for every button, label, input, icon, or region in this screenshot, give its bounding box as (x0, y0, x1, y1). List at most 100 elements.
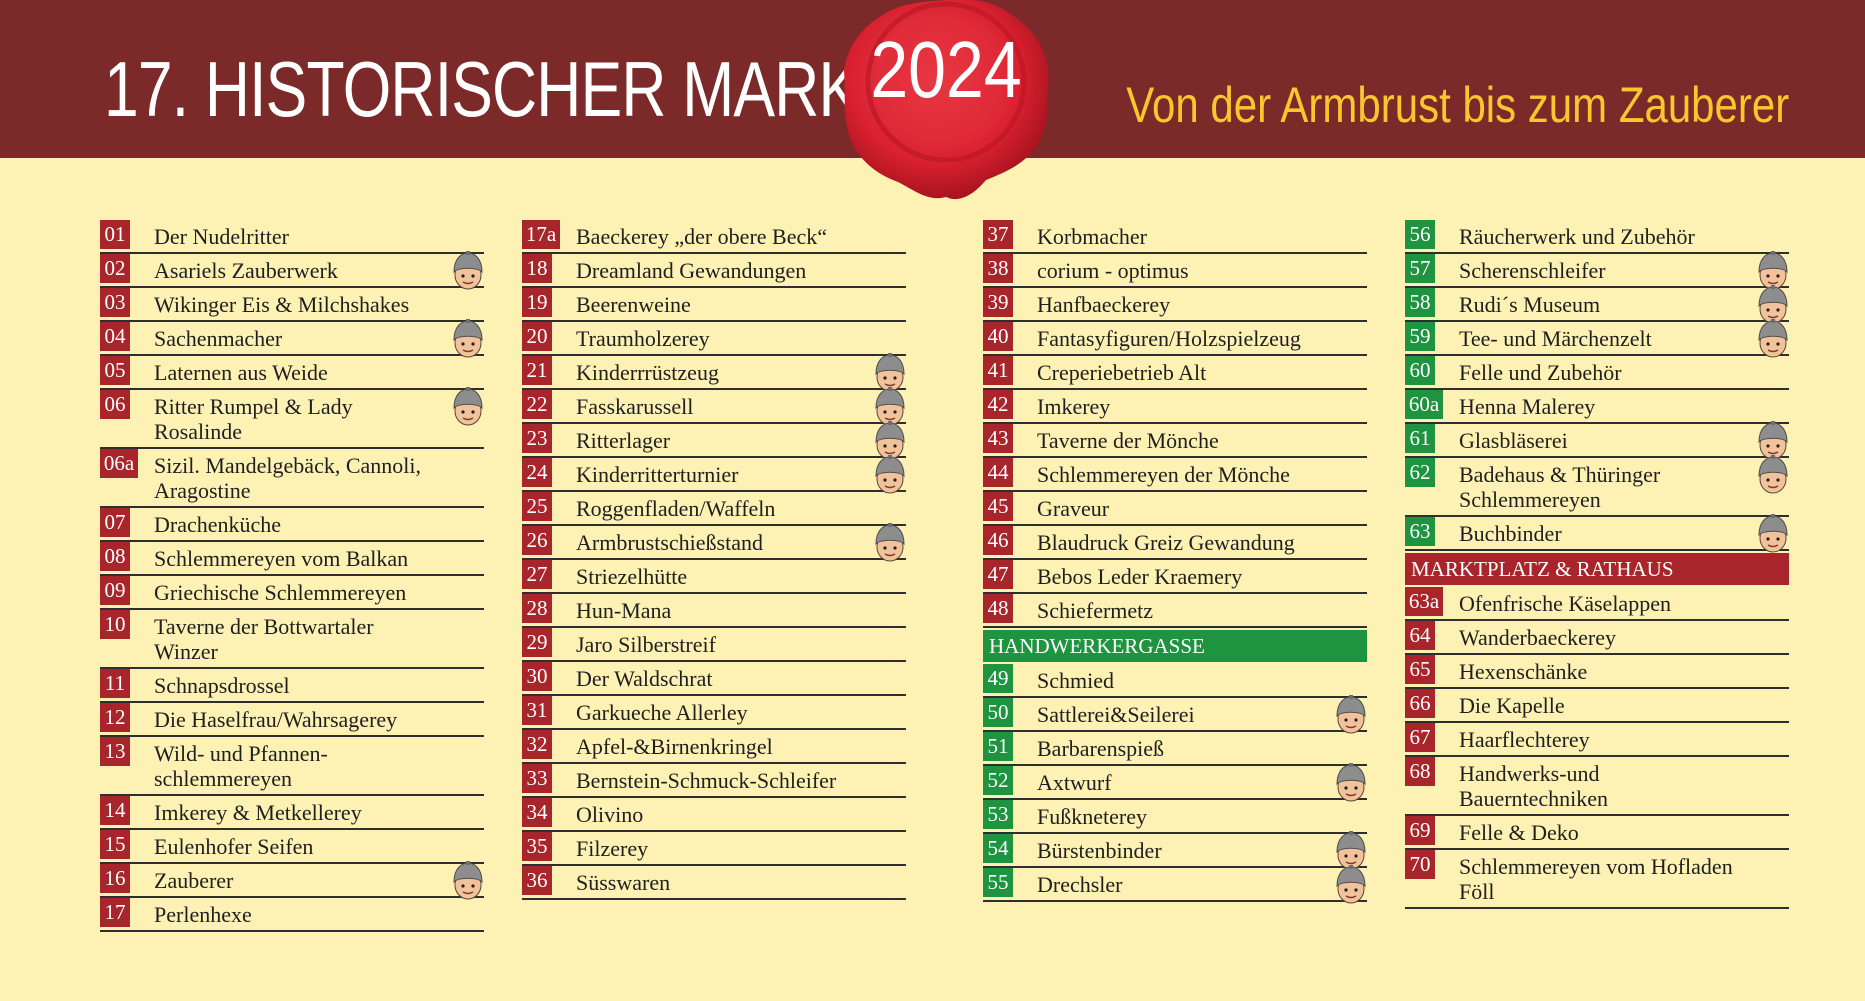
stand-number: 01 (100, 220, 130, 249)
knight-icon (450, 250, 486, 292)
section-header: HANDWERKERGASSE (983, 630, 1367, 662)
stand-number: 18 (522, 254, 552, 283)
list-item: 49 Schmied (983, 664, 1367, 698)
stand-number: 50 (983, 698, 1013, 727)
subtitle: Von der Armbrust bis zum Zauberer (1126, 77, 1789, 133)
stand-name: Dreamland Gewandungen (576, 258, 807, 283)
stand-name: Eulenhofer Seifen (154, 834, 314, 859)
stand-name: Henna Malerey (1459, 394, 1596, 419)
stand-name: Bernstein-Schmuck-Schleifer (576, 768, 837, 793)
list-item: 27 Striezelhütte (522, 560, 906, 594)
stand-name: Der Nudelritter (154, 224, 289, 249)
stand-name: Sattlerei&Seilerei (1037, 702, 1195, 727)
stand-name: Räucherwerk und Zubehör (1459, 224, 1695, 249)
list-item: 03 Wikinger Eis & Milchshakes (100, 288, 484, 322)
knight-icon (450, 318, 486, 360)
stand-name: Roggenfladen/Waffeln (576, 496, 776, 521)
stand-number: 24 (522, 458, 552, 487)
list-item: 34 Olivino (522, 798, 906, 832)
stand-number: 10 (100, 610, 130, 639)
stand-name: Taverne der Mönche (1037, 428, 1219, 453)
stand-name: Jaro Silberstreif (576, 632, 716, 657)
stand-name: Bürstenbinder (1037, 838, 1162, 863)
stand-number: 17a (522, 220, 560, 249)
stand-name: Fußkneterey (1037, 804, 1147, 829)
knight-icon (872, 352, 908, 394)
stand-number: 51 (983, 732, 1013, 761)
list-item: 17 Perlenhexe (100, 898, 484, 932)
list-item: 12 Die Haselfrau/Wahrsagerey (100, 703, 484, 737)
list-item: 40 Fantasyfiguren/Holzspielzeug (983, 322, 1367, 356)
column-1: 01 Der Nudelritter 02 Asariels Zauberwerk 0… (100, 220, 484, 932)
stand-number: 11 (100, 669, 130, 698)
list-item: 38 corium - optimus (983, 254, 1367, 288)
list-item: 46 Blaudruck Greiz Gewandung (983, 526, 1367, 560)
list-item: 10 Taverne der Bottwartaler Winzer (100, 610, 484, 669)
knight-icon (872, 386, 908, 428)
list-item: 11 Schnapsdrossel (100, 669, 484, 703)
list-item: 06a Sizil. Mandelgebäck, Cannoli, Aragost… (100, 449, 484, 508)
stand-number: 43 (983, 424, 1013, 453)
stand-number: 56 (1405, 220, 1435, 249)
wax-seal-icon (844, 0, 1049, 199)
stand-name: Asariels Zauberwerk (154, 258, 338, 283)
list-item: 07 Drachenküche (100, 508, 484, 542)
stand-number: 46 (983, 526, 1013, 555)
list-item: 59 Tee- und Märchenzelt (1405, 319, 1789, 358)
knight-icon (1755, 318, 1791, 360)
stand-number: 55 (983, 868, 1013, 897)
stand-name: Kinderrrüstzeug (576, 360, 719, 385)
stand-number: 36 (522, 866, 552, 895)
stand-name: Drachenküche (154, 512, 282, 537)
stand-number: 47 (983, 560, 1013, 589)
stand-number: 04 (100, 322, 130, 351)
list-item: 67 Haarflechterey (1405, 723, 1789, 757)
stand-name: Sizil. Mandelgebäck, Cannoli, Aragostine (154, 453, 421, 503)
stand-name: Garkueche Allerley (576, 700, 748, 725)
stand-name: Korbmacher (1037, 224, 1147, 249)
stand-number: 31 (522, 696, 552, 725)
stand-name: Imkerey & Metkellerey (154, 800, 362, 825)
stand-name: Felle & Deko (1459, 820, 1579, 845)
stand-name: Sachenmacher (154, 326, 283, 351)
stand-name: Hun-Mana (576, 598, 672, 623)
stand-name: corium - optimus (1037, 258, 1189, 283)
list-item: 09 Griechische Schlemmereyen (100, 576, 484, 610)
list-item: 14 Imkerey & Metkellerey (100, 796, 484, 830)
list-item: 35 Filzerey (522, 832, 906, 866)
stand-number: 29 (522, 628, 552, 657)
stand-name: Wild- und Pfannen- schlemmereyen (154, 741, 328, 791)
list-item: 70 Schlemmereyen vom Hofladen Föll (1405, 850, 1789, 909)
list-item: 01 Der Nudelritter (100, 220, 484, 254)
stand-number: 42 (983, 390, 1013, 419)
knight-icon (872, 454, 908, 496)
stand-number: 40 (983, 322, 1013, 351)
stand-name: Blaudruck Greiz Gewandung (1037, 530, 1295, 555)
stand-name: Perlenhexe (154, 902, 252, 927)
stand-name: Wikinger Eis & Milchshakes (154, 292, 410, 317)
stand-name: Barbarenspieß (1037, 736, 1165, 761)
stand-name: Apfel-&Birnenkringel (576, 734, 773, 759)
stand-number: 35 (522, 832, 552, 861)
stand-name: Ofenfrische Käselappen (1459, 591, 1671, 616)
stand-name: Schlemmereyen der Mönche (1037, 462, 1290, 487)
stand-name: Griechische Schlemmereyen (154, 580, 407, 605)
stand-name: Haarflechterey (1459, 727, 1590, 752)
stand-number: 37 (983, 220, 1013, 249)
stand-name: Schlemmereyen vom Balkan (154, 546, 409, 571)
list-item: 66 Die Kapelle (1405, 689, 1789, 723)
stand-number: 60a (1405, 390, 1443, 419)
list-item: 37 Korbmacher (983, 220, 1367, 254)
list-item: 33 Bernstein-Schmuck-Schleifer (522, 764, 906, 798)
list-item: 26 Armbrustschießstand (522, 523, 906, 562)
stand-name: Tee- und Märchenzelt (1459, 326, 1652, 351)
list-item: 57 Scherenschleifer (1405, 251, 1789, 290)
year-label: 2024 (870, 25, 1022, 114)
list-item: 60a Henna Malerey (1405, 390, 1789, 424)
list-item: 29 Jaro Silberstreif (522, 628, 906, 662)
stand-name: Schmied (1037, 668, 1114, 693)
list-item: 52 Axtwurf (983, 763, 1367, 802)
list-item: 51 Barbarenspieß (983, 732, 1367, 766)
stand-number: 67 (1405, 723, 1435, 752)
list-item: 19 Beerenweine (522, 288, 906, 322)
